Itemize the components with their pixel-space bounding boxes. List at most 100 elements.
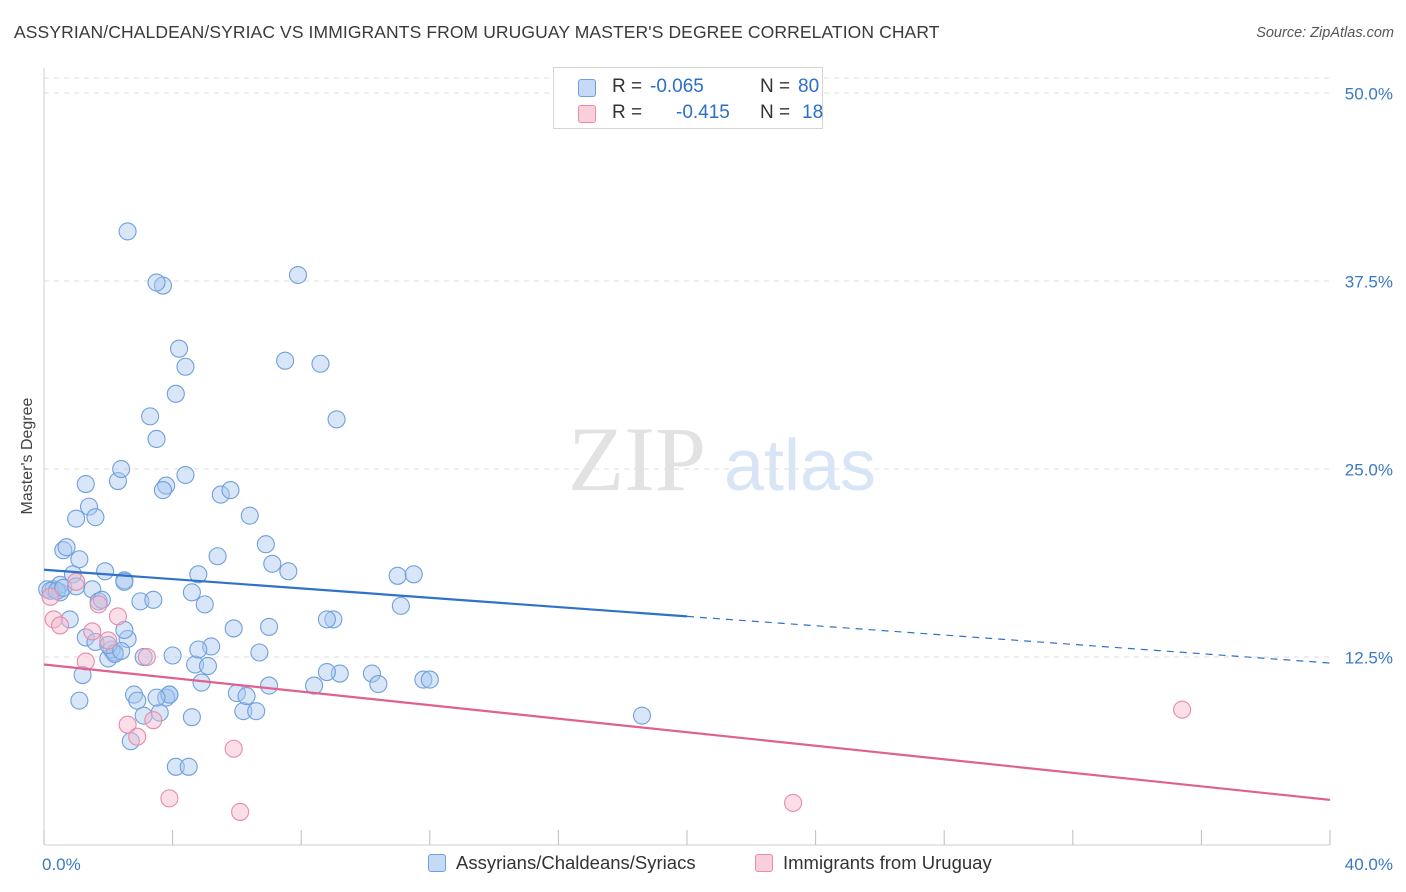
tick-labels: 12.5% 25.0% 37.5% 50.0% 0.0% 40.0%	[42, 85, 1393, 874]
point-assyrians	[189, 640, 208, 659]
watermark-zip: ZIP	[568, 408, 706, 510]
point-assyrians	[112, 641, 131, 661]
point-uruguay	[224, 739, 243, 758]
point-assyrians	[324, 610, 343, 629]
trend-line-uruguay	[43, 663, 1331, 801]
point-assyrians	[141, 407, 160, 426]
point-assyrians	[70, 691, 89, 710]
point-assyrians	[115, 572, 134, 591]
r-value: -0.415	[676, 102, 730, 123]
point-assyrians	[57, 538, 76, 557]
point-assyrians	[237, 687, 256, 706]
point-assyrians	[169, 339, 189, 358]
r-label: R =	[612, 76, 643, 97]
point-uruguay	[137, 647, 156, 667]
point-assyrians	[250, 643, 269, 662]
point-uruguay	[41, 587, 60, 606]
point-assyrians	[166, 384, 185, 403]
point-assyrians	[234, 702, 253, 721]
point-assyrians	[276, 351, 295, 370]
point-assyrians	[189, 565, 208, 584]
point-assyrians	[112, 459, 131, 479]
point-assyrians	[60, 610, 79, 629]
point-assyrians	[369, 675, 388, 694]
n-label: N =	[760, 102, 791, 123]
point-assyrians	[247, 702, 266, 721]
correlation-legend: R = -0.065 N = 80 R = -0.415 N = 18	[553, 67, 823, 129]
point-assyrians	[67, 509, 86, 528]
n-value: 80	[798, 76, 820, 97]
legend-swatch-blue	[578, 79, 596, 97]
point-assyrians	[414, 670, 433, 689]
legend-swatch-pink	[755, 854, 773, 872]
point-assyrians	[118, 222, 137, 241]
y-tick-label: 37.5%	[1345, 273, 1393, 292]
point-assyrians	[317, 662, 336, 682]
point-uruguay	[118, 715, 137, 734]
point-assyrians	[108, 472, 127, 491]
point-assyrians	[157, 688, 176, 707]
point-assyrians	[391, 596, 410, 615]
point-assyrians	[153, 481, 173, 500]
point-uruguay	[160, 789, 179, 808]
legend-label: Immigrants from Uruguay	[783, 852, 992, 873]
point-assyrians	[221, 481, 240, 500]
point-assyrians	[208, 547, 227, 566]
grid-lines	[44, 77, 1330, 658]
point-uruguay	[128, 727, 147, 746]
point-assyrians	[279, 562, 298, 581]
trend-line-assyrians	[43, 568, 688, 618]
point-assyrians	[182, 708, 201, 727]
legend-label: Assyrians/Chaldeans/Syriacs	[456, 852, 696, 873]
point-assyrians	[147, 429, 166, 448]
point-assyrians	[79, 497, 99, 516]
point-assyrians	[224, 619, 243, 638]
y-tick-label: 12.5%	[1345, 648, 1393, 667]
point-assyrians	[67, 577, 86, 596]
point-uruguay	[231, 802, 250, 821]
point-assyrians	[317, 610, 336, 629]
point-assyrians	[147, 688, 166, 707]
point-assyrians	[420, 670, 439, 689]
point-assyrians	[54, 541, 73, 560]
point-assyrians	[73, 666, 92, 685]
trend-line-assyrians-projection	[686, 615, 1331, 664]
point-assyrians	[176, 465, 195, 485]
point-assyrians	[179, 757, 198, 776]
point-assyrians	[195, 595, 214, 614]
point-uruguay	[99, 631, 118, 650]
point-assyrians	[70, 550, 89, 569]
point-assyrians	[240, 506, 259, 525]
legend-swatch-blue	[428, 854, 446, 872]
n-value: 18	[802, 102, 824, 123]
point-assyrians	[288, 265, 308, 285]
point-assyrians	[150, 703, 169, 722]
point-assyrians	[263, 554, 282, 573]
point-assyrians	[198, 656, 218, 676]
source-credit: Source: ZipAtlas.com	[1256, 25, 1394, 41]
point-assyrians	[96, 562, 115, 581]
point-assyrians	[404, 565, 423, 584]
x-tick-label: 40.0%	[1345, 855, 1393, 874]
point-assyrians	[211, 485, 230, 504]
data-points	[38, 222, 1192, 821]
point-assyrians	[147, 273, 166, 292]
point-assyrians	[256, 535, 275, 554]
y-tick-label: 50.0%	[1345, 85, 1393, 104]
point-assyrians	[362, 664, 381, 683]
point-assyrians	[311, 354, 330, 373]
n-label: N =	[760, 76, 791, 97]
r-label: R =	[612, 102, 643, 123]
point-assyrians	[176, 357, 195, 376]
point-assyrians	[86, 508, 105, 527]
point-assyrians	[182, 583, 201, 602]
axes	[43, 68, 1331, 846]
point-uruguay	[108, 607, 127, 626]
trend-lines	[43, 568, 1331, 801]
x-tick-label: 0.0%	[42, 855, 81, 874]
point-assyrians	[128, 691, 147, 710]
point-assyrians	[166, 757, 185, 776]
point-uruguay	[67, 572, 86, 591]
point-assyrians	[632, 706, 652, 725]
